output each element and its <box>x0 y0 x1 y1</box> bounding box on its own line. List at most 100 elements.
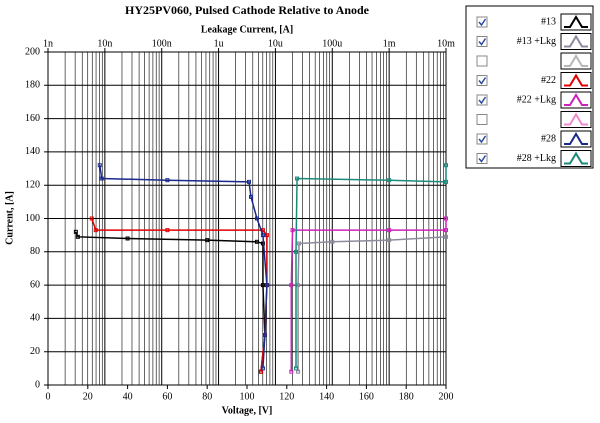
x-tick-label: 60 <box>162 391 172 402</box>
x-tick-label: 20 <box>83 391 93 402</box>
point-marker <box>260 366 265 371</box>
point-marker <box>165 178 170 183</box>
legend-label: #28 <box>541 133 556 144</box>
point-marker <box>387 178 392 183</box>
x-tick-label: 140 <box>319 391 334 402</box>
point-marker <box>73 229 78 234</box>
checkmark <box>478 135 487 144</box>
checkmark <box>478 38 487 46</box>
x2-tick-label: 1m <box>383 38 396 49</box>
series-line <box>297 236 447 372</box>
x2-axis-label: Leakage Current, [A] <box>201 24 293 35</box>
point-marker <box>260 233 265 238</box>
checkmark <box>478 155 487 163</box>
y-tick-label: 140 <box>25 146 40 157</box>
point-marker <box>330 239 335 244</box>
point-marker <box>289 283 294 288</box>
y-tick-label: 200 <box>25 46 40 57</box>
series-line <box>75 231 266 372</box>
legend-checkbox[interactable] <box>476 55 488 67</box>
point-marker <box>290 228 295 233</box>
legend-swatch <box>564 151 588 165</box>
x-tick-label: 40 <box>123 391 133 402</box>
point-marker <box>262 333 267 338</box>
y-tick-label: 100 <box>25 213 40 224</box>
x2-tick-label: 100n <box>152 38 172 49</box>
legend-swatch <box>564 112 588 126</box>
legend-swatch <box>564 93 588 106</box>
checkmark <box>478 96 487 105</box>
x-tick-label: 0 <box>46 391 51 402</box>
point-marker <box>89 216 94 221</box>
checkmark <box>478 18 487 27</box>
point-marker <box>248 194 253 199</box>
point-marker <box>293 366 298 371</box>
legend-checkbox[interactable] <box>476 114 488 125</box>
chart-title: HY25PV060, Pulsed Cathode Relative to An… <box>125 3 370 17</box>
point-marker <box>246 179 251 184</box>
point-marker <box>93 228 98 233</box>
x-axis-label: Voltage, [V] <box>222 405 273 416</box>
x2-tick-label: 10n <box>97 38 112 49</box>
point-marker <box>387 238 392 243</box>
point-marker <box>444 179 448 184</box>
point-marker <box>97 163 102 168</box>
x2-tick-label: 1n <box>43 38 53 49</box>
point-marker <box>293 249 298 254</box>
legend-checkbox[interactable] <box>476 75 488 86</box>
x2-tick-label: 10m <box>437 38 455 49</box>
x-tick-label: 80 <box>202 391 212 402</box>
x2-tick-label: 10u <box>268 38 283 49</box>
series-line <box>98 165 268 369</box>
point-marker <box>295 176 300 181</box>
x2-tick-label: 100u <box>322 38 342 49</box>
y-tick-label: 80 <box>30 246 40 257</box>
x2-tick-label: 1u <box>214 38 224 49</box>
y-tick-label: 0 <box>35 379 40 390</box>
y-axis-label: Current, [A] <box>4 191 15 245</box>
point-marker <box>254 216 259 221</box>
x-tick-label: 200 <box>439 391 454 402</box>
x-tick-label: 100 <box>240 391 255 402</box>
legend-label: #22 <box>541 75 556 86</box>
legend-checkbox[interactable] <box>476 94 488 106</box>
point-marker <box>264 233 269 238</box>
point-marker <box>444 216 448 221</box>
x-tick-label: 120 <box>279 391 294 402</box>
point-marker <box>444 228 448 233</box>
point-marker <box>260 283 265 288</box>
point-marker <box>387 228 392 233</box>
point-marker <box>99 176 104 181</box>
legend-checkbox[interactable] <box>476 16 488 28</box>
point-marker <box>444 163 448 168</box>
point-marker <box>205 238 210 243</box>
point-marker <box>289 369 294 374</box>
legend-label: #28 +Lkg <box>517 153 556 164</box>
point-marker <box>254 239 259 244</box>
y-tick-label: 20 <box>30 346 40 357</box>
legend-checkbox[interactable] <box>476 36 488 47</box>
point-marker <box>297 241 302 246</box>
y-tick-label: 160 <box>25 113 40 124</box>
x-tick-label: 180 <box>399 391 414 402</box>
legend-label: #22 +Lkg <box>517 94 556 105</box>
point-marker <box>125 236 130 241</box>
y-tick-label: 180 <box>25 80 40 91</box>
legend-swatch <box>564 34 588 48</box>
legend-checkbox[interactable] <box>476 153 488 164</box>
legend-swatch <box>564 132 588 145</box>
legend-swatch <box>564 54 588 67</box>
legend-label: #13 <box>541 16 556 27</box>
y-tick-label: 120 <box>25 179 40 190</box>
legend-swatch <box>564 15 588 28</box>
series-line <box>295 165 447 369</box>
legend-label: #13 +Lkg <box>517 36 556 47</box>
y-tick-label: 60 <box>30 279 40 290</box>
legend-checkbox[interactable] <box>476 133 488 145</box>
checkmark <box>478 77 487 85</box>
point-marker <box>444 234 448 239</box>
point-marker <box>264 283 269 288</box>
y-tick-label: 40 <box>30 313 40 324</box>
